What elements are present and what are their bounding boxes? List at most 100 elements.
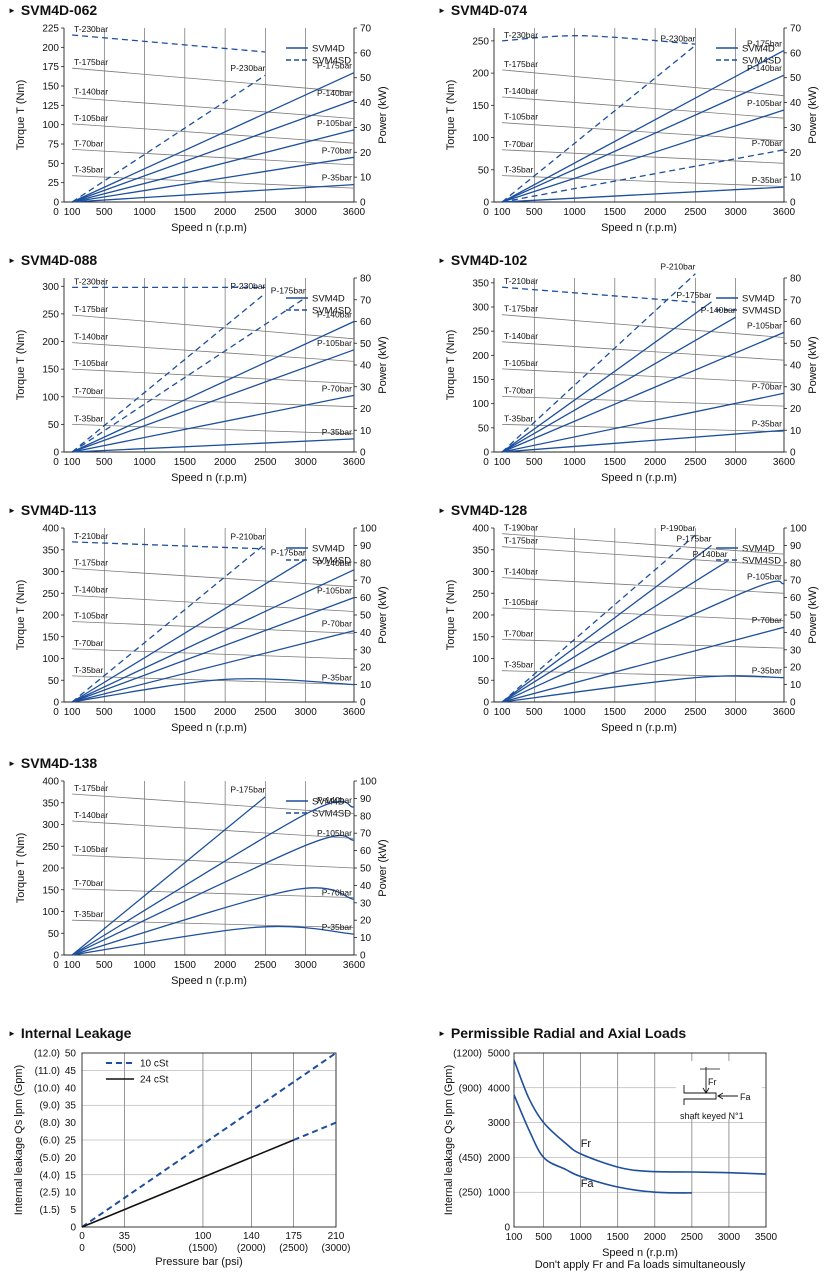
x-tick-label: 1000 xyxy=(563,707,586,718)
x-tick-label: 100 xyxy=(195,1231,212,1242)
power-curve xyxy=(501,544,712,703)
y-tick-label: 35 xyxy=(65,1101,77,1112)
torque-label: T-190bar xyxy=(504,523,538,533)
torque-label: T-175bar xyxy=(74,783,108,793)
power-label: P-210bar xyxy=(660,262,695,272)
y-tick-label: 40 xyxy=(65,1083,77,1094)
x-tick-label: 100 xyxy=(494,207,511,218)
y-tick-label-gpm: (8.0) xyxy=(39,1118,60,1129)
y-tick-label: 350 xyxy=(42,798,59,809)
x-tick-label: 0 xyxy=(483,457,489,468)
x-tick-label: 3600 xyxy=(773,707,796,718)
power-label: P-175bar xyxy=(747,38,782,48)
power-label: P-175bar xyxy=(271,547,306,557)
x-tick-label: 0 xyxy=(53,457,59,468)
y2-tick-label: 40 xyxy=(360,98,372,109)
power-curve xyxy=(71,558,307,703)
x-tick-label: 140 xyxy=(243,1231,260,1242)
y-tick-label: 30 xyxy=(65,1118,77,1129)
y2-tick-label: 0 xyxy=(360,198,366,209)
power-curve xyxy=(71,129,355,203)
y-tick-label: 150 xyxy=(42,632,59,643)
y-tick-label: 0 xyxy=(53,198,59,209)
power-curve xyxy=(71,596,355,703)
x-axis-label: Pressure bar (psi) xyxy=(155,1256,242,1268)
chart-svg-svm4d-062: 0 25 50 75 100 125 150 175 200 225 0 10 20 30 40 50 60 70… xyxy=(15,24,389,235)
power-label: P-70bar xyxy=(752,381,782,391)
shaft-outline xyxy=(683,1085,717,1105)
y2-tick-label: 0 xyxy=(360,698,366,709)
x-tick-label: 100 xyxy=(64,707,81,718)
y2-tick-label: 30 xyxy=(790,382,802,393)
x-tick-label: 500 xyxy=(96,207,113,218)
y2-tick-label: 30 xyxy=(360,645,372,656)
power-label: P-190bar xyxy=(660,523,695,533)
x-tick-label: 2000 xyxy=(644,707,667,718)
chart-svg-svm4d-138: 0 50 100 150 200 250 300 350 400 0 10 20 30 40 50 60 70 8… xyxy=(15,777,389,988)
x-axis-label: Speed n (r.p.m) xyxy=(171,722,247,734)
power-label: P-140bar xyxy=(747,63,782,73)
power-label: P-140bar xyxy=(317,795,352,805)
power-curve xyxy=(501,534,696,703)
power-label: P-140bar xyxy=(693,549,728,559)
x-tick-label: 2500 xyxy=(254,207,277,218)
chart-panel-svm4d-138: ► SVM4D-138 0 50 100 150 200 250 300 350 400 0 10 20… xyxy=(8,755,398,993)
y2-tick-label: 50 xyxy=(790,73,802,84)
torque-curve xyxy=(502,368,785,384)
torque-curve xyxy=(502,122,785,142)
y2-tick-label: 10 xyxy=(360,933,372,944)
chart-panel-svm4d-128: ► SVM4D-128 0 50 100 150 200 250 300 350 400 0 10 20… xyxy=(438,502,824,740)
y2-tick-label: 50 xyxy=(360,339,372,350)
leakage-line xyxy=(81,1139,294,1228)
power-label: P-35bar xyxy=(322,173,352,183)
torque-label: T-70bar xyxy=(74,638,103,648)
y2-tick-label: 30 xyxy=(790,123,802,134)
power-curve xyxy=(71,630,355,703)
legend-label: 24 cSt xyxy=(140,1075,169,1086)
torque-curve xyxy=(502,286,696,303)
y-tick-label: 50 xyxy=(48,676,60,687)
x-tick-label: 2000 xyxy=(214,707,237,718)
x-tick-label: 2500 xyxy=(684,707,707,718)
power-curve xyxy=(501,44,696,203)
torque-label: T-70bar xyxy=(504,628,533,638)
y-axis-label: Torque T (Nm) xyxy=(445,80,457,151)
y-tick-label-gpm: (5.0) xyxy=(39,1153,60,1164)
y-axis-label: Torque T (Nm) xyxy=(15,330,27,401)
y-tick-label: 300 xyxy=(42,567,59,578)
torque-label: T-105bar xyxy=(504,597,538,607)
x-tick-label: 3000 xyxy=(295,960,318,971)
y-axis-label: Torque T (Nm) xyxy=(445,580,457,651)
torque-curve xyxy=(72,368,355,384)
y-tick-label: 10 xyxy=(65,1188,77,1199)
y2-tick-label: 0 xyxy=(790,448,796,459)
x-tick-label: 0 xyxy=(53,707,59,718)
y-tick-label: 100 xyxy=(472,399,489,410)
x-tick-label: 3600 xyxy=(343,960,366,971)
power-label: P-35bar xyxy=(322,922,352,932)
legend-label: SVM4D xyxy=(742,544,775,555)
y-tick-label: 45 xyxy=(65,1066,77,1077)
y-axis-label: Torque T (Nm) xyxy=(445,330,457,401)
chart-panel-svm4d-074: ► SVM4D-074 0 50 100 150 200 250 0 10 20 30 40 50 60 7… xyxy=(438,2,824,240)
torque-curve xyxy=(72,97,355,119)
x-tick-label-psi: (500) xyxy=(113,1243,136,1254)
y2-tick-label: 80 xyxy=(790,274,802,285)
torque-label: T-140bar xyxy=(74,87,108,97)
power-label: P-230bar xyxy=(230,281,265,291)
legend-label: SVM4SD xyxy=(742,556,781,567)
power-label: P-105bar xyxy=(317,118,352,128)
x-tick-label: 0 xyxy=(79,1231,85,1242)
power-label: P-35bar xyxy=(322,673,352,683)
y2-tick-label: 10 xyxy=(790,426,802,437)
y2-tick-label: 0 xyxy=(790,198,796,209)
power-label: P-140bar xyxy=(317,558,352,568)
power-curve xyxy=(71,156,355,203)
inset-fa-label: Fa xyxy=(740,1092,751,1102)
chart-title: ► SVM4D-088 xyxy=(8,252,98,268)
torque-curve xyxy=(502,639,785,649)
power-label: P-175bar xyxy=(317,61,352,71)
torque-label: T-175bar xyxy=(74,57,108,67)
torque-label: T-210bar xyxy=(504,276,538,286)
